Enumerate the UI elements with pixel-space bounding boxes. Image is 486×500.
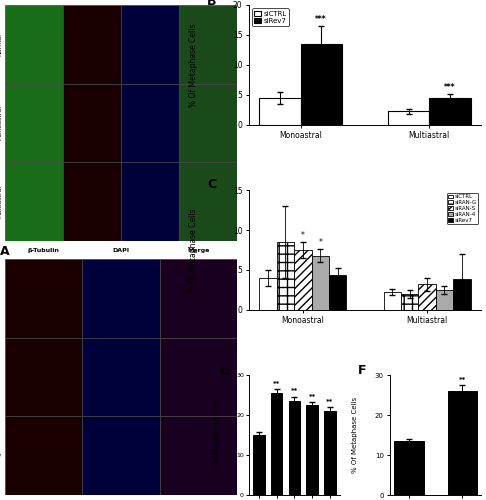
Bar	[179, 5, 237, 84]
Bar	[401, 294, 418, 310]
Bar	[253, 435, 264, 495]
Bar	[306, 406, 318, 495]
Text: **: **	[291, 388, 298, 394]
Text: *: *	[318, 238, 322, 247]
Text: Normal: Normal	[0, 33, 2, 56]
Bar	[418, 284, 436, 310]
Bar	[82, 338, 160, 416]
Text: Normal: Normal	[0, 287, 1, 310]
Bar	[5, 416, 82, 495]
Bar	[121, 84, 179, 162]
Bar	[260, 278, 277, 310]
Bar	[329, 276, 347, 310]
Bar	[383, 292, 401, 310]
Text: Merge: Merge	[187, 248, 209, 253]
Bar	[260, 98, 300, 124]
Text: C: C	[207, 178, 216, 192]
Text: ***: ***	[444, 82, 456, 92]
Bar	[448, 392, 477, 495]
Legend: siCTRL, siRev7: siCTRL, siRev7	[252, 8, 289, 26]
Bar	[179, 162, 237, 240]
Bar	[179, 84, 237, 162]
Text: E: E	[220, 364, 228, 376]
Bar	[160, 260, 237, 338]
Text: DAPI: DAPI	[112, 248, 130, 253]
Y-axis label: % Of Metaphase Cells: % Of Metaphase Cells	[214, 397, 220, 473]
Bar	[5, 338, 82, 416]
Text: **: **	[327, 399, 333, 405]
Text: F: F	[358, 364, 366, 376]
Bar	[324, 412, 336, 495]
Bar	[160, 338, 237, 416]
Text: *: *	[301, 230, 305, 239]
Bar	[388, 112, 429, 124]
Text: Monoastral: Monoastral	[0, 106, 2, 140]
Text: Multiastral: Multiastral	[0, 184, 2, 218]
Bar	[429, 98, 470, 124]
Bar	[121, 5, 179, 84]
Bar	[5, 260, 82, 338]
Bar	[63, 162, 121, 240]
Text: **: **	[273, 381, 280, 387]
Text: **: **	[459, 377, 466, 383]
Bar	[300, 44, 342, 124]
Bar	[436, 290, 453, 310]
Text: β-Tubulin: β-Tubulin	[28, 248, 59, 253]
Y-axis label: % Of Metaphase Cells: % Of Metaphase Cells	[352, 397, 358, 473]
Bar	[453, 280, 470, 310]
Text: ***: ***	[315, 14, 327, 24]
Bar	[63, 84, 121, 162]
Bar	[294, 250, 312, 310]
Bar	[5, 5, 63, 84]
Bar	[82, 260, 160, 338]
Text: B: B	[207, 0, 216, 8]
Bar	[63, 5, 121, 84]
Bar	[5, 162, 63, 240]
Bar	[277, 242, 294, 310]
Y-axis label: % Of Metaphase Cells: % Of Metaphase Cells	[189, 208, 198, 292]
Bar	[394, 441, 424, 495]
Bar	[5, 84, 63, 162]
Legend: siCTRL, siRAN-G, siRAN-S, siRAN-4, siRev7: siCTRL, siRAN-G, siRAN-S, siRAN-4, siRev…	[447, 193, 478, 224]
Bar	[271, 394, 282, 495]
Bar	[82, 416, 160, 495]
Bar	[121, 162, 179, 240]
Bar	[160, 416, 237, 495]
Bar	[312, 256, 329, 310]
Text: **: **	[309, 394, 316, 400]
Text: A: A	[0, 246, 10, 258]
Y-axis label: % Of Metaphase Cells: % Of Metaphase Cells	[189, 23, 198, 106]
Text: Misaligned: Misaligned	[0, 439, 1, 472]
Bar	[289, 402, 300, 495]
